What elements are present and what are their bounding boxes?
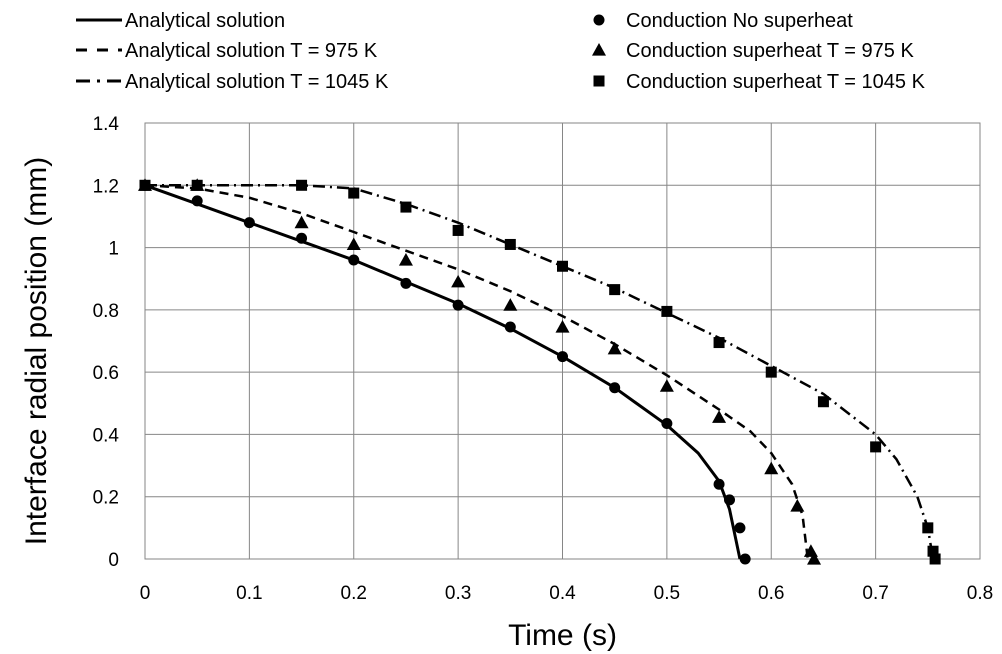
legend-label: Analytical solution T = 975 K (125, 40, 378, 62)
data-point (557, 260, 568, 272)
y-tick-label: 0.8 (93, 301, 119, 322)
data-point (139, 179, 151, 191)
legend-marker (593, 75, 605, 87)
data-point (739, 553, 751, 565)
x-tick-label: 0.5 (654, 583, 680, 604)
legend-label: Conduction superheat T = 1045 K (626, 71, 926, 93)
legend: Analytical solution Analytical solution T… (76, 10, 926, 93)
data-point (294, 215, 309, 229)
plot-frame (144, 122, 981, 560)
data-point (713, 478, 725, 490)
data-point (504, 238, 516, 250)
data-point (243, 217, 255, 229)
y-tick-label: 0 (108, 550, 119, 571)
data-point (555, 319, 570, 333)
data-point (734, 522, 746, 534)
legend-label: Analytical solution T = 1045 K (125, 71, 389, 93)
data-point (713, 337, 725, 349)
series-5 (139, 179, 941, 565)
legend-marker (592, 43, 606, 56)
x-tick-label: 0.4 (549, 583, 576, 604)
data-point (609, 284, 621, 296)
legend-marker (593, 14, 605, 26)
data-point (927, 545, 939, 557)
data-point (348, 187, 360, 199)
data-point (817, 396, 829, 408)
data-point (346, 237, 361, 251)
data-point (607, 341, 622, 355)
x-tick-label: 0.8 (967, 583, 993, 604)
data-point (296, 232, 308, 244)
legend-label: Conduction superheat T = 975 K (626, 40, 914, 62)
series-line (144, 184, 810, 560)
data-point (557, 351, 568, 363)
data-point (922, 522, 934, 534)
x-tick-label: 0.1 (236, 583, 262, 604)
legend-label: Analytical solution (125, 10, 285, 32)
data-point (452, 224, 464, 236)
data-point (807, 552, 822, 565)
data-point (790, 499, 805, 512)
data-point (765, 366, 777, 378)
data-point (929, 553, 941, 565)
x-tick-labels: 0 0.1 0.2 0.3 0.4 0.5 0.6 0.7 0.8 (140, 583, 994, 604)
data-point (503, 298, 518, 311)
data-point (661, 418, 673, 430)
data-point (400, 201, 412, 213)
y-tick-labels: 0 0.2 0.4 0.6 0.8 1 1.2 1.4 (93, 114, 120, 571)
y-tick-label: 0.2 (93, 488, 119, 509)
series-layer (138, 178, 941, 565)
data-point (398, 253, 413, 266)
data-point (296, 179, 308, 191)
x-tick-label: 0.3 (445, 583, 471, 604)
data-point (659, 379, 674, 392)
data-point (724, 494, 735, 506)
y-tick-label: 1.4 (93, 114, 120, 135)
y-tick-label: 0.6 (93, 363, 119, 384)
data-point (609, 382, 621, 394)
data-point (764, 461, 779, 475)
series-3 (139, 179, 751, 565)
data-point (870, 441, 882, 453)
x-tick-label: 0.6 (758, 583, 784, 604)
data-point (191, 195, 203, 207)
data-point (348, 254, 360, 266)
data-point (712, 410, 727, 423)
y-tick-label: 1.2 (93, 176, 119, 197)
y-tick-label: 1 (108, 239, 119, 260)
data-point (400, 277, 412, 289)
data-point (504, 321, 516, 333)
y-tick-label: 0.4 (93, 425, 120, 446)
x-axis-title: Time (s) (508, 619, 617, 652)
x-tick-label: 0 (140, 583, 151, 604)
x-tick-label: 0.7 (862, 583, 888, 604)
data-point (451, 274, 466, 288)
data-point (452, 299, 464, 311)
x-tick-label: 0.2 (341, 583, 367, 604)
series-1 (144, 184, 810, 560)
data-point (191, 179, 203, 191)
plot-border (144, 122, 981, 560)
data-point (661, 305, 673, 317)
legend-label: Conduction No superheat (626, 10, 853, 32)
y-axis-title: Interface radial position (mm) (20, 157, 53, 545)
